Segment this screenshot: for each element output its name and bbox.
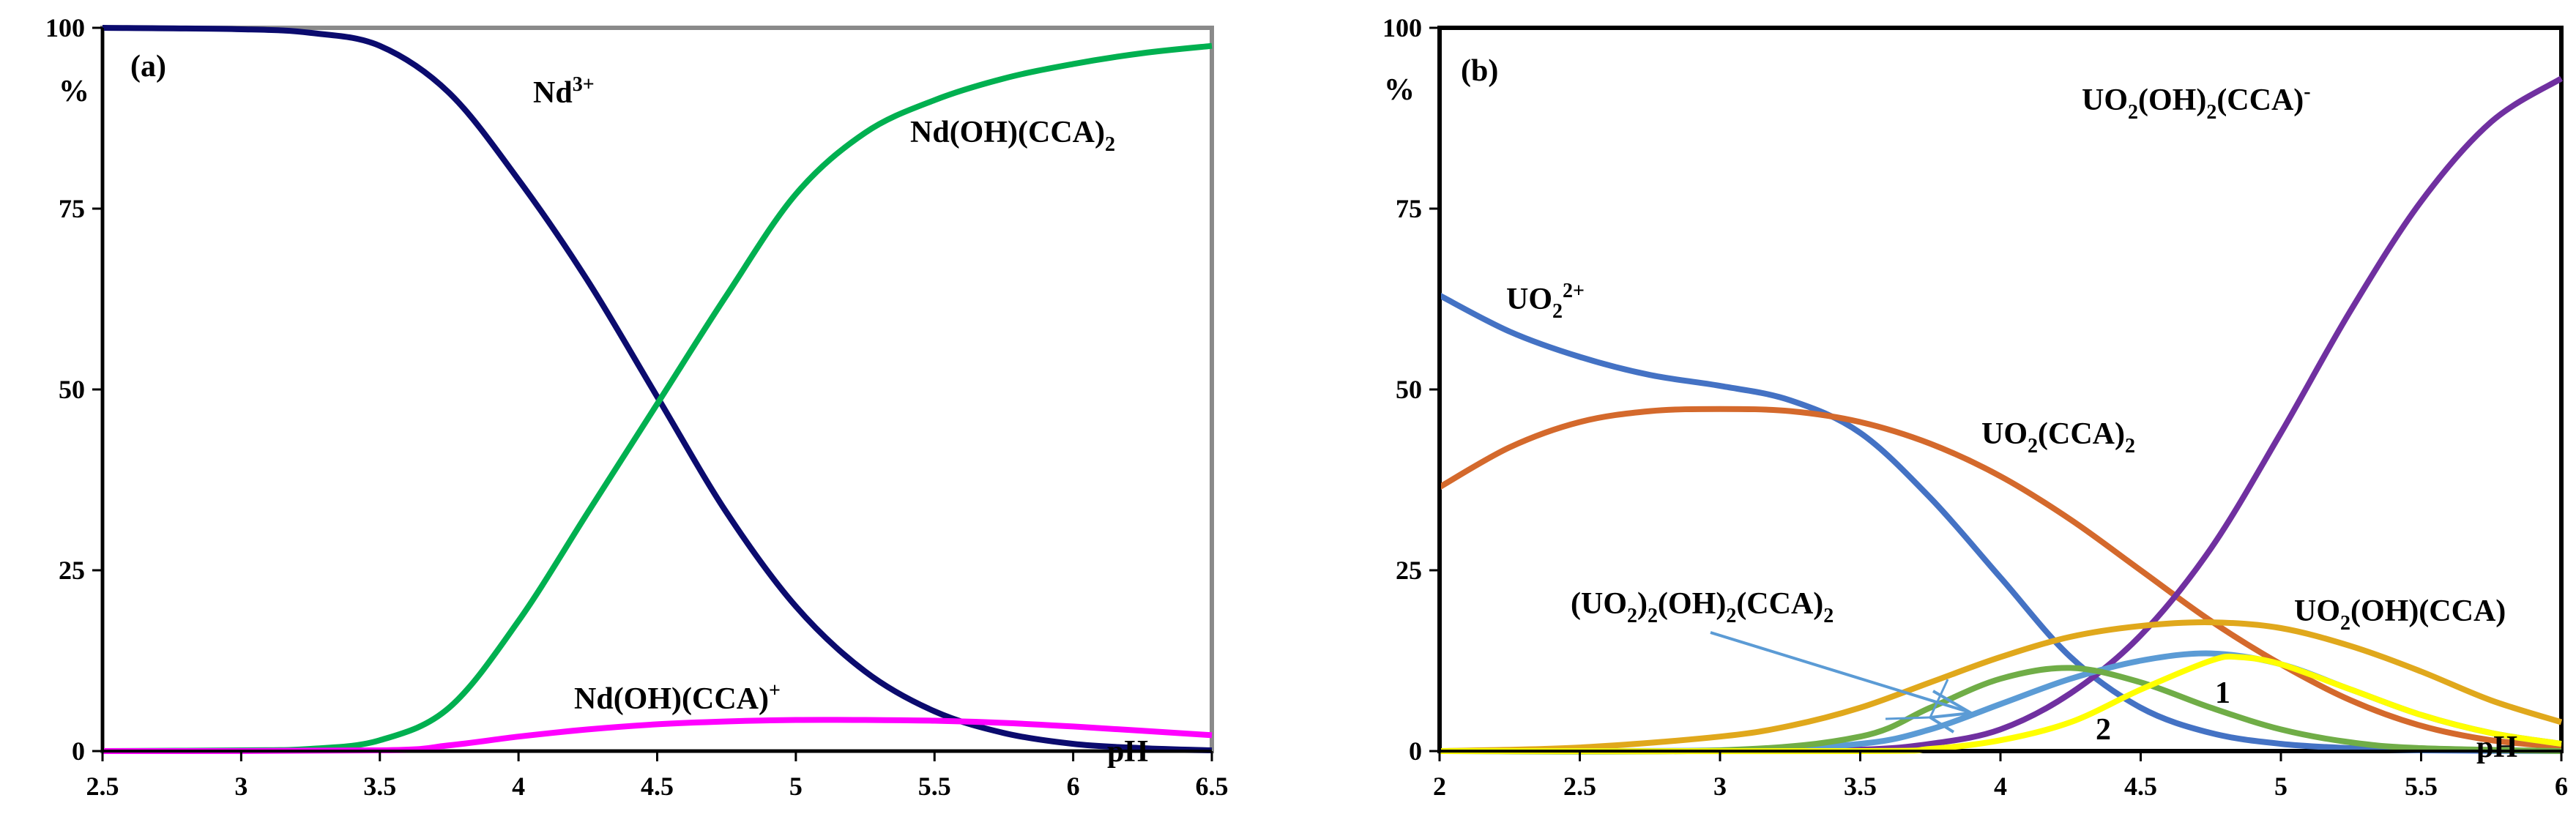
x-tick-label: 6: [1067, 772, 1080, 801]
series-label-1: 1: [2215, 676, 2230, 710]
panel-a-ylabel: %: [59, 75, 89, 108]
x-tick-label: 5: [789, 772, 803, 801]
series-label-ndohcca-plus: Nd(OH)(CCA)+: [574, 679, 781, 716]
x-tick-label: 5.5: [2405, 772, 2438, 801]
series-label-2: 2: [2096, 713, 2111, 747]
series-label-uo2oh2cca-minus: UO2(OH)2(CCA)-: [2082, 81, 2311, 124]
panel-b: 2 2.5 3 3.5 4 4.5 5 5.5 6 0 25 50 75 100 (b) % pH UO2…: [1382, 13, 2568, 801]
x-tick-label: 3.5: [363, 772, 396, 801]
y-tick-label: 100: [1382, 13, 1422, 42]
y-tick-label: 50: [1396, 375, 1422, 404]
panel-a: 2.5 3 3.5 4 4.5 5 5.5 6 6.5 0 25 50 75 100 (a) % pH N…: [45, 13, 1229, 801]
y-tick-label: 0: [1409, 736, 1422, 766]
series-label-uo2-2plus: UO22+: [1506, 280, 1585, 323]
y-tick-label: 25: [59, 556, 85, 585]
panel-a-xlabel: pH: [1107, 735, 1148, 769]
x-tick-label: 3.5: [1844, 772, 1877, 801]
x-tick-label: 4: [1994, 772, 2007, 801]
x-tick-label: 5.5: [918, 772, 951, 801]
series-line-b-1: [1438, 406, 2562, 750]
x-tick-label: 2: [1433, 772, 1446, 801]
panel-b-xlabel: pH: [2476, 731, 2517, 764]
x-tick-label: 5: [2274, 772, 2287, 801]
annotation-arrow: [1710, 631, 1976, 734]
y-tick-label: 50: [59, 375, 85, 404]
x-tick-label: 6: [2555, 772, 2568, 801]
series-label-uo2ohcca: UO2(OH)(CCA): [2294, 594, 2506, 635]
panel-a-label: (a): [130, 50, 166, 83]
x-tick-label: 2.5: [86, 772, 119, 801]
series-line-b-0: [1438, 293, 2562, 754]
series-line-a-0: [102, 25, 1213, 753]
panel-b-ylabel: %: [1384, 73, 1415, 107]
x-tick-label: 4.5: [2124, 772, 2157, 801]
y-tick-label: 25: [1396, 556, 1422, 585]
y-tick-label: 75: [59, 194, 85, 223]
panel-b-label: (b): [1461, 54, 1498, 88]
x-tick-label: 4: [512, 772, 525, 801]
series-line-a-1: [102, 42, 1213, 754]
x-tick-label: 3: [1713, 772, 1727, 801]
x-tick-label: 2.5: [1563, 772, 1596, 801]
x-tick-label: 6.5: [1196, 772, 1229, 801]
y-tick-label: 0: [72, 736, 85, 766]
series-label-ndohcca2: Nd(OH)(CCA)2: [910, 116, 1115, 156]
y-tick-label: 75: [1396, 194, 1422, 223]
series-label-uo2cca2: UO2(CCA)2: [1981, 417, 2135, 458]
series-label-dimer: (UO2)2(OH)2(CCA)2: [1571, 587, 1834, 627]
x-tick-label: 4.5: [641, 772, 674, 801]
series-label-nd3: Nd3+: [533, 73, 595, 110]
y-tick-label: 100: [45, 13, 85, 42]
series-line-a-2: [102, 717, 1213, 754]
series-line-b-3: [1439, 619, 2563, 754]
x-tick-label: 3: [234, 772, 247, 801]
